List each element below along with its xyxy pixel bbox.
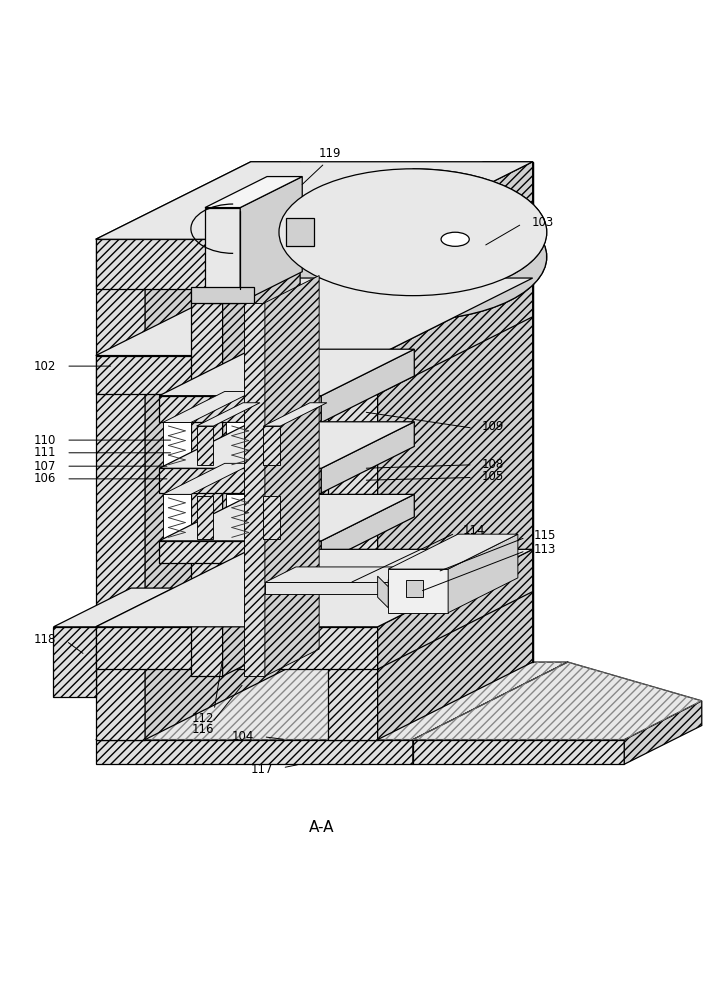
Polygon shape bbox=[244, 303, 265, 676]
Text: 119: 119 bbox=[319, 147, 341, 160]
Polygon shape bbox=[265, 567, 419, 582]
Ellipse shape bbox=[279, 169, 547, 296]
Text: 106: 106 bbox=[34, 472, 56, 485]
Polygon shape bbox=[388, 580, 399, 597]
Polygon shape bbox=[96, 740, 413, 764]
Polygon shape bbox=[145, 162, 300, 740]
Polygon shape bbox=[163, 463, 253, 494]
Polygon shape bbox=[378, 549, 533, 669]
Polygon shape bbox=[197, 403, 260, 426]
Polygon shape bbox=[322, 349, 414, 422]
Polygon shape bbox=[322, 494, 414, 563]
Text: 112: 112 bbox=[192, 712, 214, 725]
Polygon shape bbox=[240, 177, 302, 303]
Polygon shape bbox=[286, 218, 314, 246]
Polygon shape bbox=[406, 580, 424, 597]
Text: 109: 109 bbox=[482, 420, 504, 433]
Polygon shape bbox=[328, 239, 378, 740]
Polygon shape bbox=[264, 403, 327, 426]
Polygon shape bbox=[448, 534, 518, 613]
Polygon shape bbox=[96, 162, 533, 239]
Polygon shape bbox=[378, 162, 533, 740]
Polygon shape bbox=[96, 162, 300, 239]
Polygon shape bbox=[226, 494, 255, 541]
Polygon shape bbox=[163, 494, 191, 541]
Polygon shape bbox=[328, 162, 533, 239]
Polygon shape bbox=[378, 162, 533, 289]
Polygon shape bbox=[413, 740, 625, 764]
Polygon shape bbox=[163, 391, 253, 422]
Polygon shape bbox=[197, 496, 213, 539]
Polygon shape bbox=[413, 169, 547, 320]
Polygon shape bbox=[96, 662, 568, 740]
Polygon shape bbox=[264, 496, 280, 539]
Polygon shape bbox=[197, 426, 213, 465]
Text: 102: 102 bbox=[34, 360, 56, 373]
Polygon shape bbox=[163, 422, 191, 468]
Polygon shape bbox=[96, 278, 533, 356]
Polygon shape bbox=[222, 250, 300, 676]
Polygon shape bbox=[322, 422, 414, 493]
Polygon shape bbox=[159, 422, 414, 468]
Text: 108: 108 bbox=[482, 458, 504, 471]
Polygon shape bbox=[191, 289, 222, 676]
Text: 118: 118 bbox=[34, 633, 56, 646]
Text: 107: 107 bbox=[34, 460, 56, 473]
Text: 114: 114 bbox=[462, 524, 485, 537]
Text: A-A: A-A bbox=[309, 820, 334, 835]
Polygon shape bbox=[251, 162, 533, 662]
Ellipse shape bbox=[441, 232, 469, 246]
Polygon shape bbox=[96, 549, 533, 627]
Polygon shape bbox=[96, 239, 378, 289]
Polygon shape bbox=[159, 541, 322, 563]
Polygon shape bbox=[205, 177, 302, 208]
Polygon shape bbox=[625, 701, 702, 764]
Polygon shape bbox=[159, 494, 414, 541]
Polygon shape bbox=[159, 468, 322, 493]
Polygon shape bbox=[159, 349, 414, 396]
Polygon shape bbox=[159, 396, 322, 422]
Ellipse shape bbox=[279, 193, 547, 320]
Polygon shape bbox=[388, 569, 448, 613]
Polygon shape bbox=[53, 588, 173, 627]
Polygon shape bbox=[96, 356, 378, 394]
Polygon shape bbox=[378, 576, 388, 608]
Text: 105: 105 bbox=[482, 470, 504, 483]
Text: 111: 111 bbox=[34, 446, 56, 459]
Polygon shape bbox=[264, 426, 280, 465]
Text: 113: 113 bbox=[534, 543, 556, 556]
Polygon shape bbox=[96, 239, 145, 740]
Polygon shape bbox=[226, 422, 255, 468]
Polygon shape bbox=[265, 582, 388, 594]
Polygon shape bbox=[388, 534, 518, 569]
Text: 116: 116 bbox=[192, 723, 214, 736]
Polygon shape bbox=[413, 662, 702, 740]
Text: 104: 104 bbox=[232, 730, 255, 743]
Polygon shape bbox=[53, 627, 96, 697]
Polygon shape bbox=[96, 627, 378, 669]
Polygon shape bbox=[205, 208, 240, 303]
Polygon shape bbox=[251, 162, 533, 662]
Polygon shape bbox=[265, 276, 319, 676]
Polygon shape bbox=[191, 287, 255, 303]
Polygon shape bbox=[413, 662, 568, 764]
Polygon shape bbox=[378, 278, 533, 394]
Text: 117: 117 bbox=[251, 763, 273, 776]
Text: 103: 103 bbox=[531, 216, 553, 229]
Text: 115: 115 bbox=[534, 529, 556, 542]
Text: 110: 110 bbox=[34, 434, 56, 447]
